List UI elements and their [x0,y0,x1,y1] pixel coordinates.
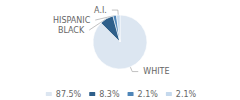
svg-text:HISPANIC: HISPANIC [53,16,91,25]
svg-text:8.3%: 8.3% [99,90,120,99]
svg-text:87.5%: 87.5% [56,90,82,99]
svg-text:WHITE: WHITE [143,67,169,76]
svg-text:A.I.: A.I. [94,6,107,15]
svg-text:2.1%: 2.1% [176,90,197,99]
svg-text:BLACK: BLACK [58,26,85,35]
svg-text:2.1%: 2.1% [138,90,159,99]
